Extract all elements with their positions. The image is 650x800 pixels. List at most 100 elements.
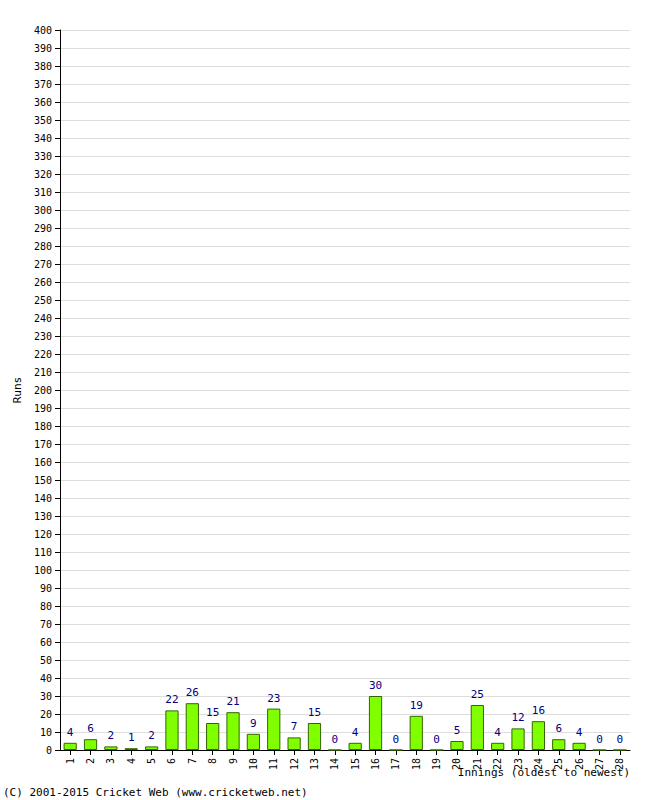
svg-text:130: 130 <box>34 511 52 522</box>
svg-text:370: 370 <box>34 79 52 90</box>
svg-text:2: 2 <box>85 758 96 764</box>
svg-text:4: 4 <box>126 758 137 764</box>
svg-text:21: 21 <box>472 758 483 770</box>
svg-text:Innings (oldest to newest): Innings (oldest to newest) <box>457 766 630 779</box>
svg-text:90: 90 <box>40 583 52 594</box>
svg-text:150: 150 <box>34 475 52 486</box>
svg-text:Runs: Runs <box>11 377 24 404</box>
svg-text:1: 1 <box>128 731 135 744</box>
svg-text:21: 21 <box>226 695 239 708</box>
svg-text:400: 400 <box>34 25 52 36</box>
svg-text:340: 340 <box>34 133 52 144</box>
svg-text:160: 160 <box>34 457 52 468</box>
svg-text:17: 17 <box>390 758 401 770</box>
svg-text:16: 16 <box>370 758 381 770</box>
svg-text:26: 26 <box>574 758 585 770</box>
svg-text:230: 230 <box>34 331 52 342</box>
svg-text:10: 10 <box>248 758 259 770</box>
svg-text:0: 0 <box>617 733 624 746</box>
svg-text:360: 360 <box>34 97 52 108</box>
svg-text:27: 27 <box>594 758 605 770</box>
svg-text:14: 14 <box>329 758 340 770</box>
svg-text:50: 50 <box>40 655 52 666</box>
svg-text:25: 25 <box>471 688 484 701</box>
svg-text:30: 30 <box>40 691 52 702</box>
svg-text:(C) 2001-2015 Cricket Web (www: (C) 2001-2015 Cricket Web (www.cricketwe… <box>3 786 308 799</box>
svg-text:210: 210 <box>34 367 52 378</box>
svg-text:0: 0 <box>596 733 603 746</box>
svg-text:60: 60 <box>40 637 52 648</box>
svg-text:260: 260 <box>34 277 52 288</box>
svg-text:6: 6 <box>166 758 177 764</box>
svg-text:5: 5 <box>146 758 157 764</box>
svg-text:15: 15 <box>350 758 361 770</box>
svg-text:250: 250 <box>34 295 52 306</box>
svg-text:15: 15 <box>308 706 321 719</box>
svg-text:2: 2 <box>148 729 155 742</box>
svg-text:220: 220 <box>34 349 52 360</box>
svg-text:4: 4 <box>352 726 359 739</box>
svg-text:190: 190 <box>34 403 52 414</box>
svg-text:22: 22 <box>492 758 503 770</box>
svg-text:80: 80 <box>40 601 52 612</box>
svg-text:15: 15 <box>206 706 219 719</box>
svg-text:24: 24 <box>533 758 544 770</box>
svg-text:40: 40 <box>40 673 52 684</box>
svg-text:380: 380 <box>34 61 52 72</box>
svg-text:0: 0 <box>433 733 440 746</box>
svg-text:12: 12 <box>511 711 524 724</box>
svg-text:120: 120 <box>34 529 52 540</box>
svg-text:13: 13 <box>309 758 320 770</box>
svg-text:23: 23 <box>267 692 280 705</box>
svg-text:240: 240 <box>34 313 52 324</box>
svg-text:350: 350 <box>34 115 52 126</box>
svg-text:280: 280 <box>34 241 52 252</box>
svg-text:19: 19 <box>431 758 442 770</box>
svg-text:300: 300 <box>34 205 52 216</box>
svg-text:16: 16 <box>532 704 545 717</box>
svg-text:7: 7 <box>291 720 298 733</box>
svg-text:18: 18 <box>411 758 422 770</box>
svg-text:0: 0 <box>393 733 400 746</box>
svg-text:7: 7 <box>187 758 198 764</box>
svg-text:2: 2 <box>108 729 115 742</box>
svg-text:11: 11 <box>268 758 279 770</box>
svg-text:6: 6 <box>87 722 94 735</box>
svg-text:20: 20 <box>451 758 462 770</box>
svg-text:100: 100 <box>34 565 52 576</box>
svg-text:170: 170 <box>34 439 52 450</box>
svg-text:22: 22 <box>165 693 178 706</box>
svg-text:25: 25 <box>553 758 564 770</box>
svg-text:9: 9 <box>228 758 239 764</box>
svg-text:30: 30 <box>369 679 382 692</box>
svg-text:8: 8 <box>207 758 218 764</box>
svg-text:19: 19 <box>410 699 423 712</box>
svg-text:0: 0 <box>46 745 52 756</box>
svg-text:20: 20 <box>40 709 52 720</box>
svg-text:390: 390 <box>34 43 52 54</box>
svg-text:320: 320 <box>34 169 52 180</box>
svg-text:23: 23 <box>513 758 524 770</box>
svg-text:6: 6 <box>555 722 562 735</box>
svg-text:200: 200 <box>34 385 52 396</box>
svg-text:330: 330 <box>34 151 52 162</box>
svg-text:26: 26 <box>186 686 199 699</box>
svg-text:3: 3 <box>105 758 116 764</box>
svg-text:4: 4 <box>576 726 583 739</box>
svg-text:140: 140 <box>34 493 52 504</box>
svg-text:4: 4 <box>67 726 74 739</box>
svg-text:5: 5 <box>454 724 461 737</box>
svg-text:1: 1 <box>65 758 76 764</box>
svg-text:180: 180 <box>34 421 52 432</box>
svg-text:110: 110 <box>34 547 52 558</box>
svg-text:310: 310 <box>34 187 52 198</box>
svg-text:28: 28 <box>614 758 625 770</box>
svg-text:9: 9 <box>250 717 257 730</box>
svg-text:4: 4 <box>494 726 501 739</box>
svg-text:70: 70 <box>40 619 52 630</box>
svg-text:0: 0 <box>332 733 339 746</box>
svg-text:270: 270 <box>34 259 52 270</box>
svg-text:10: 10 <box>40 727 52 738</box>
svg-text:12: 12 <box>289 758 300 770</box>
svg-text:290: 290 <box>34 223 52 234</box>
